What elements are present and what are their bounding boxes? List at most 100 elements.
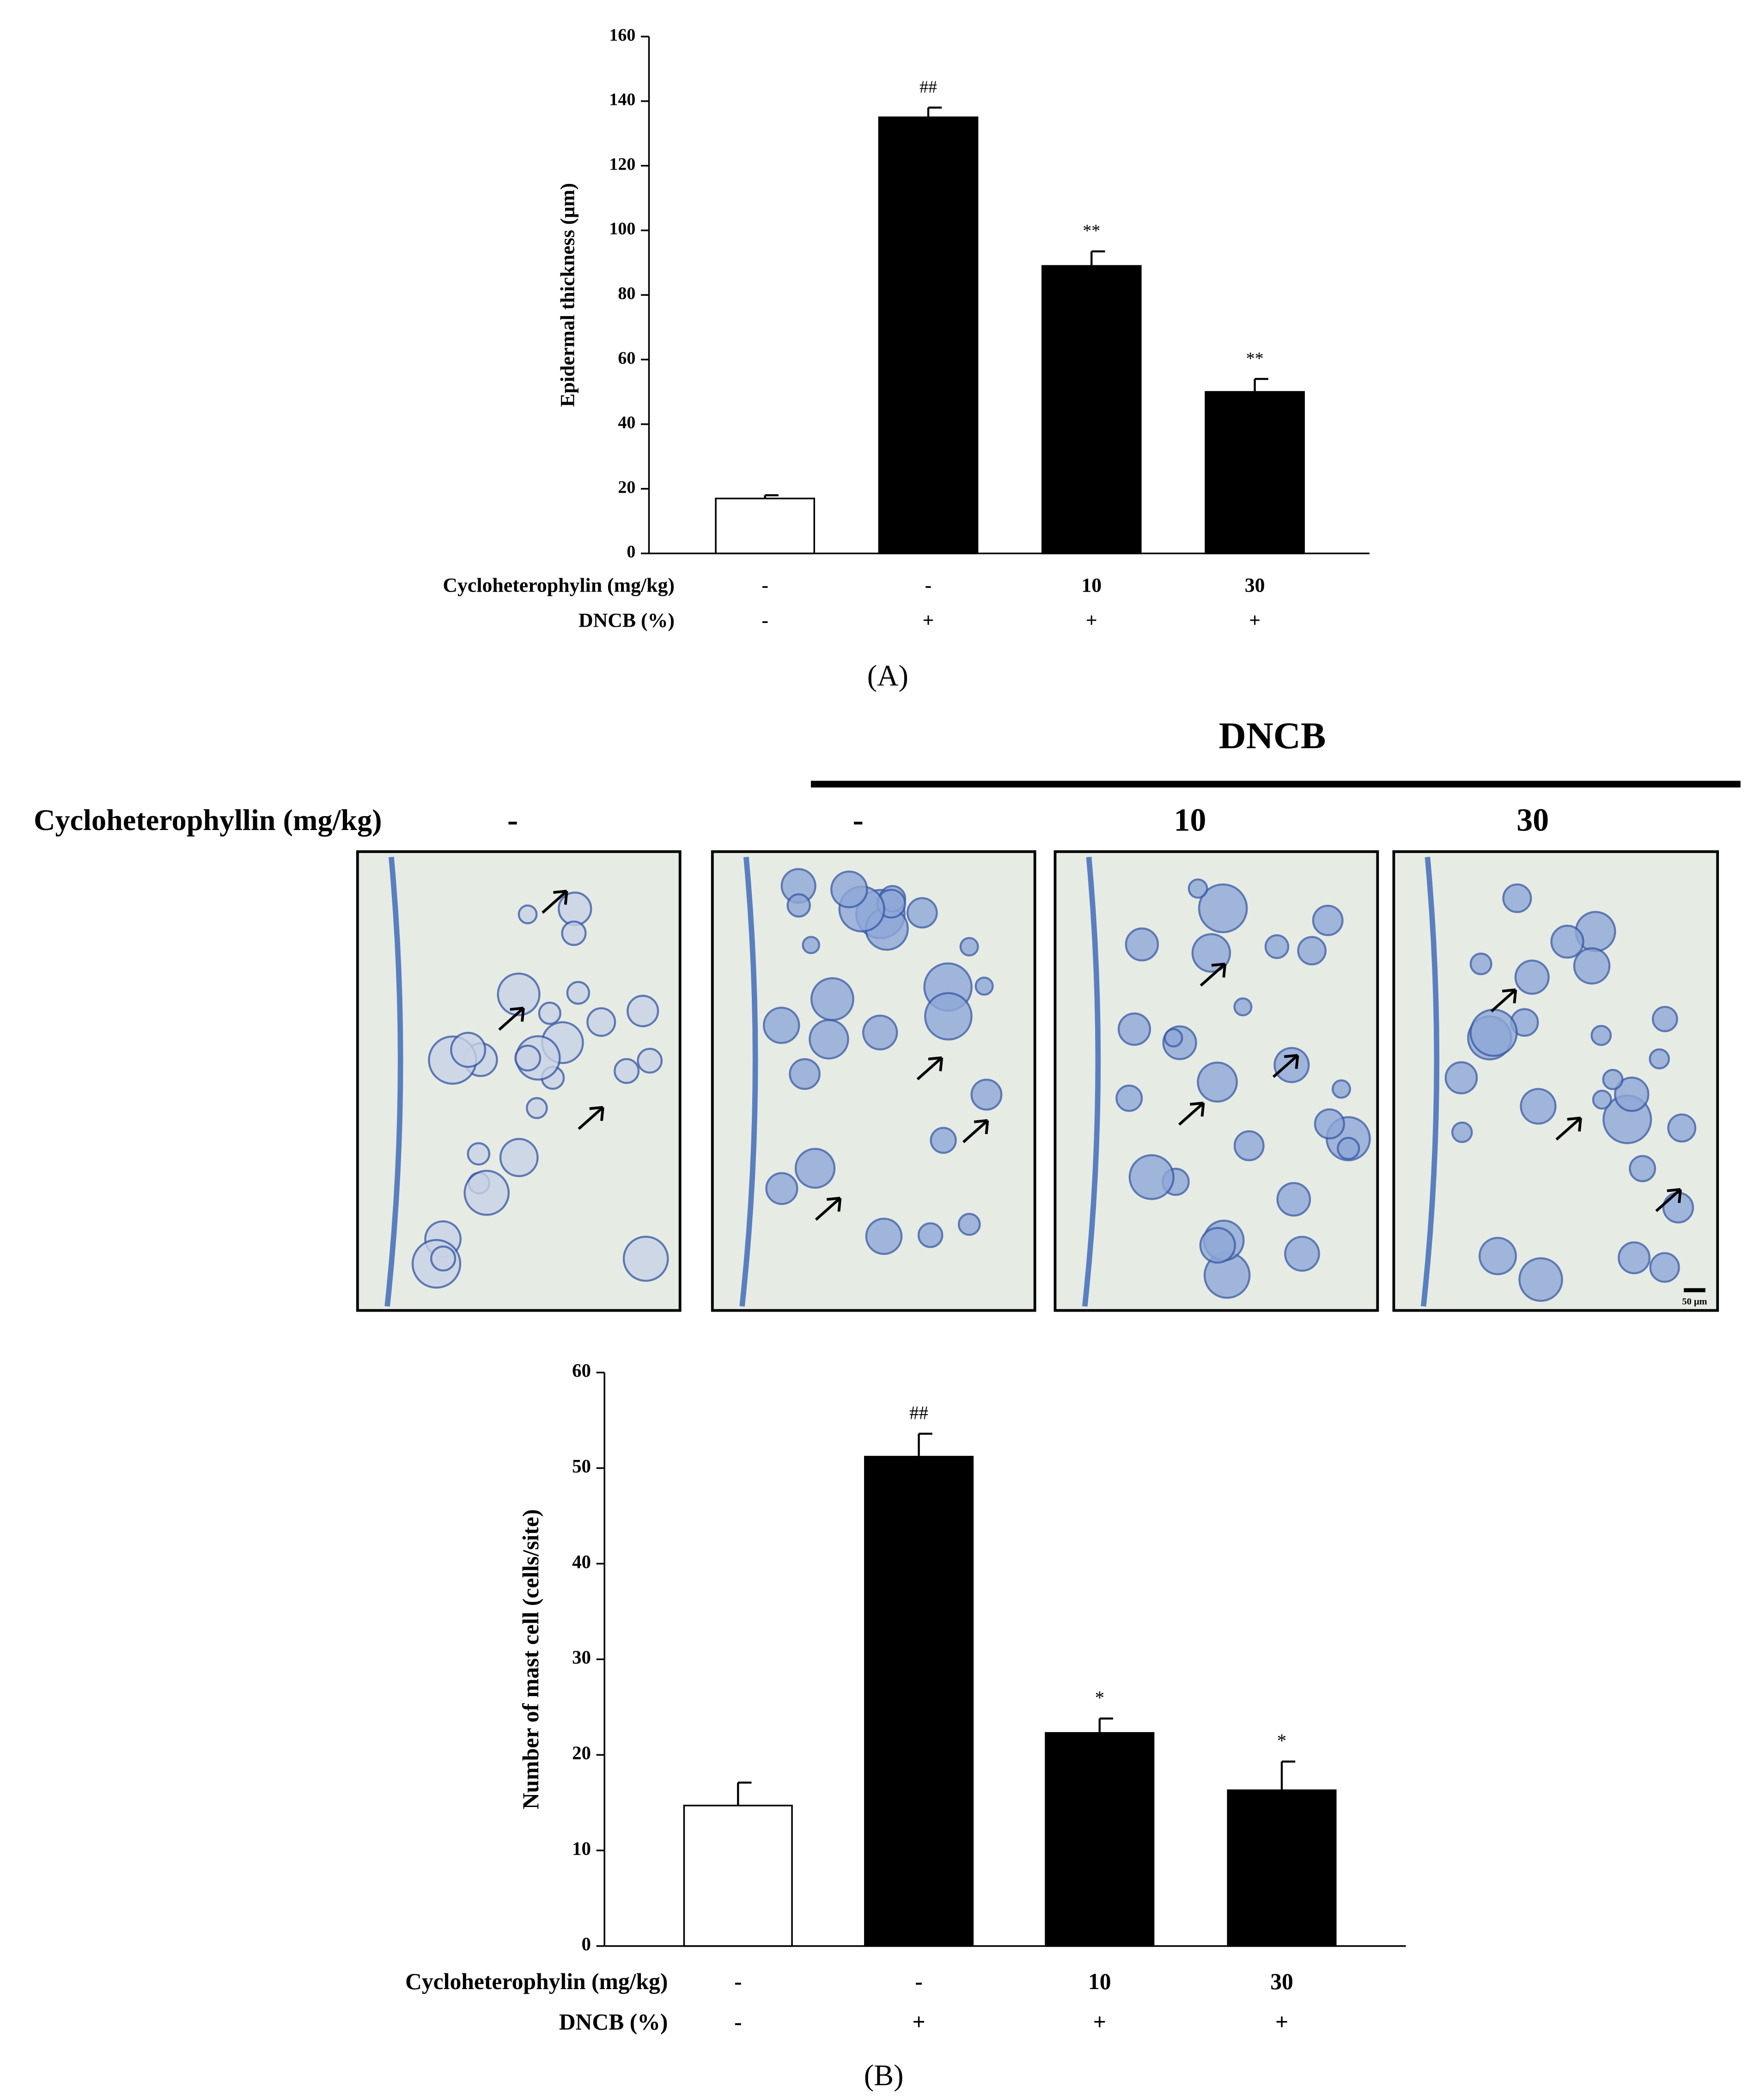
y-tick-label: 160 bbox=[609, 25, 635, 45]
follicle bbox=[463, 1170, 510, 1216]
dose-label: - bbox=[853, 803, 863, 838]
row-label: Cycloheterophyllin (mg/kg) bbox=[34, 804, 382, 836]
follicle bbox=[1284, 1236, 1320, 1272]
follicle bbox=[1199, 1227, 1236, 1264]
follicle bbox=[786, 893, 811, 918]
row-label: DNCB (%) bbox=[559, 2009, 668, 2035]
follicle bbox=[1629, 1155, 1657, 1182]
follicle bbox=[970, 1079, 1003, 1111]
y-tick-label: 100 bbox=[609, 219, 635, 238]
follicle bbox=[924, 992, 973, 1041]
bar bbox=[715, 497, 815, 555]
follicle bbox=[789, 1058, 821, 1090]
arrow bbox=[815, 1197, 842, 1221]
follicle bbox=[862, 1014, 898, 1050]
y-tick-label: 60 bbox=[572, 1360, 591, 1381]
bar bbox=[683, 1805, 793, 1947]
error-bar bbox=[1254, 378, 1268, 392]
arrow bbox=[578, 1106, 604, 1130]
condition-label: 30 bbox=[1270, 1969, 1293, 1994]
significance-label: ## bbox=[909, 1403, 928, 1423]
follicle bbox=[497, 972, 541, 1016]
follicle bbox=[802, 936, 820, 954]
follicle bbox=[1276, 1182, 1311, 1217]
follicle bbox=[974, 977, 994, 996]
follicle bbox=[865, 1217, 903, 1255]
condition-label: + bbox=[1275, 2009, 1288, 2035]
follicle bbox=[762, 1007, 800, 1044]
follicle bbox=[1592, 1089, 1612, 1110]
panel-label: (B) bbox=[864, 2059, 904, 2092]
follicle bbox=[765, 1172, 798, 1205]
error-bar bbox=[927, 106, 942, 117]
follicle bbox=[830, 870, 868, 909]
follicle bbox=[1163, 1028, 1183, 1048]
row-label: DNCB (%) bbox=[579, 609, 675, 631]
bar bbox=[1045, 1732, 1155, 1947]
bar bbox=[878, 116, 979, 555]
follicle bbox=[1651, 1006, 1678, 1032]
condition-label: - bbox=[734, 2009, 742, 2035]
error-bar bbox=[737, 1782, 752, 1806]
follicle bbox=[1518, 1257, 1563, 1302]
y-tick-label: 30 bbox=[572, 1647, 591, 1668]
follicle bbox=[917, 1222, 944, 1248]
follicle bbox=[930, 1127, 957, 1154]
follicle bbox=[1614, 1076, 1650, 1112]
follicle bbox=[561, 920, 587, 946]
y-tick-label: 40 bbox=[572, 1551, 591, 1572]
follicle bbox=[810, 977, 854, 1021]
follicle bbox=[627, 995, 659, 1027]
follicle bbox=[558, 891, 592, 926]
y-tick-label: 20 bbox=[618, 477, 635, 497]
follicle bbox=[1602, 1068, 1624, 1090]
follicle bbox=[1233, 997, 1253, 1017]
follicle bbox=[499, 1138, 539, 1178]
error-bar bbox=[918, 1433, 932, 1457]
follicle bbox=[467, 1142, 491, 1166]
follicle bbox=[518, 904, 538, 924]
epidermis bbox=[1420, 856, 1440, 1307]
y-tick-label: 0 bbox=[582, 1934, 591, 1954]
follicle bbox=[794, 1148, 836, 1189]
bar bbox=[1205, 391, 1305, 555]
follicle bbox=[1331, 1079, 1351, 1099]
error-bar bbox=[764, 494, 779, 499]
epidermis bbox=[384, 856, 403, 1307]
error-bar bbox=[1090, 250, 1105, 266]
follicle bbox=[1667, 1113, 1697, 1143]
condition-label: - bbox=[915, 1969, 923, 1994]
follicle bbox=[1469, 1008, 1518, 1057]
follicle bbox=[1520, 1088, 1557, 1125]
condition-label: 10 bbox=[1081, 574, 1102, 596]
condition-label: + bbox=[922, 609, 934, 631]
condition-label: + bbox=[1086, 609, 1097, 631]
arrow bbox=[1490, 988, 1517, 1013]
arrow bbox=[1272, 1054, 1299, 1078]
significance-label: * bbox=[1095, 1687, 1104, 1708]
epidermis bbox=[739, 856, 758, 1307]
error-bar bbox=[1280, 1760, 1296, 1790]
follicle bbox=[1573, 947, 1611, 985]
significance-label: * bbox=[1277, 1730, 1286, 1751]
y-axis-label: Number of mast cell (cells/site) bbox=[518, 1509, 543, 1810]
follicle bbox=[1662, 1191, 1694, 1224]
arrow bbox=[498, 1007, 525, 1031]
follicle bbox=[809, 1019, 849, 1060]
follicle bbox=[1191, 933, 1231, 973]
error-bar bbox=[1098, 1717, 1113, 1733]
follicle bbox=[1444, 1061, 1478, 1094]
arrow bbox=[916, 1056, 944, 1081]
follicle bbox=[1273, 1047, 1310, 1083]
y-axis-label: Epidermal thickness (μm) bbox=[556, 183, 579, 407]
follicle bbox=[637, 1048, 663, 1074]
follicle bbox=[586, 1007, 616, 1037]
follicle bbox=[538, 1001, 561, 1025]
dose-label: 30 bbox=[1516, 803, 1549, 838]
follicle bbox=[1337, 1136, 1360, 1160]
significance-label: ** bbox=[1246, 349, 1264, 368]
bar bbox=[1227, 1789, 1337, 1947]
follicle bbox=[957, 1213, 981, 1236]
bar bbox=[1041, 265, 1142, 555]
